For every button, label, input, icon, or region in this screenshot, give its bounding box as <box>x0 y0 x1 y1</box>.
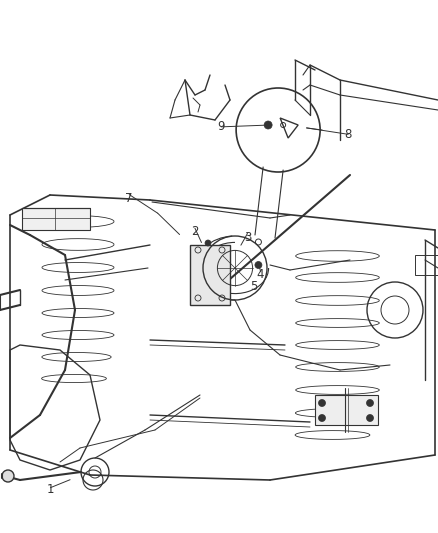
Text: 4: 4 <box>257 268 265 281</box>
Circle shape <box>367 415 374 422</box>
Circle shape <box>367 400 374 407</box>
Circle shape <box>2 470 14 482</box>
Polygon shape <box>22 208 90 230</box>
Circle shape <box>318 400 325 407</box>
Text: 2: 2 <box>191 225 199 238</box>
Text: 5: 5 <box>251 280 258 293</box>
Circle shape <box>264 121 272 129</box>
Circle shape <box>255 262 262 269</box>
Text: 3: 3 <box>244 231 251 244</box>
Circle shape <box>318 415 325 422</box>
Polygon shape <box>190 245 230 305</box>
Text: 9: 9 <box>217 120 225 133</box>
Text: 1: 1 <box>46 483 54 496</box>
Circle shape <box>205 240 211 246</box>
Text: 8: 8 <box>345 128 352 141</box>
Text: 7: 7 <box>125 192 133 205</box>
Polygon shape <box>315 395 378 425</box>
